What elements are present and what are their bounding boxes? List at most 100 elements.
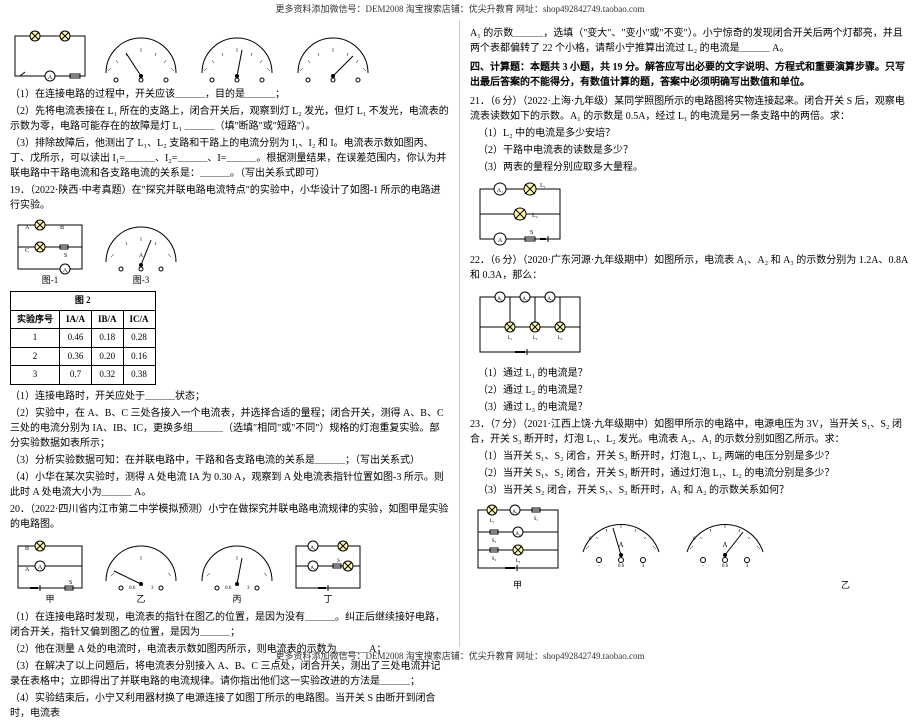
text-q23-1: （1）当开关 S₁、S₂ 闭合，开关 S₃ 断开时，灯泡 L₁、L₂ 两端的电压… xyxy=(470,449,910,464)
svg-text:A₁: A₁ xyxy=(497,297,503,302)
text-q20-3: （3）在解决了以上问题后，将电流表分别接入 A、B、C 三点处，闭合开关，测出了… xyxy=(10,659,449,689)
caption-q23-jia: 甲 xyxy=(470,579,565,593)
caption-yi: 乙 xyxy=(96,593,186,607)
svg-text:0.6: 0.6 xyxy=(722,564,729,567)
text-q21-3: （3）两表的量程分别应取多大量程。 xyxy=(470,160,910,175)
svg-text:A: A xyxy=(139,253,144,259)
svg-text:A: A xyxy=(25,225,30,231)
table-cell: 0.16 xyxy=(123,347,155,366)
ammeter-gauge-icon xyxy=(96,28,186,83)
svg-text:S₃: S₃ xyxy=(492,539,497,544)
caption-fig3: 图-3 xyxy=(96,274,186,288)
svg-text:A₁: A₁ xyxy=(497,188,503,194)
table-cell: 0.7 xyxy=(60,366,92,385)
svg-text:L₂: L₂ xyxy=(532,213,538,219)
text-q21-2: （2）干路中电流表的读数是多少？ xyxy=(470,143,910,158)
text-q2: （2）先将电流表接在 L₁ 所在的支路上，闭合开关后，观察到灯 L₂ 发光，但灯… xyxy=(10,104,449,134)
svg-text:B: B xyxy=(25,546,29,552)
q22-figure: A₁ A₂ A₃ L₁ L₂ L₃ xyxy=(470,287,910,362)
svg-text:S₁: S₁ xyxy=(534,517,539,522)
caption-bing: 丙 xyxy=(192,593,282,607)
svg-text:S: S xyxy=(530,230,533,236)
table-cell: 0.36 xyxy=(60,347,92,366)
ammeter-bing-icon: 0.63 xyxy=(192,536,282,591)
table-cell: 0.32 xyxy=(92,366,124,385)
circuit-q21-icon: A₁ L₁ L₂ A S xyxy=(470,179,570,249)
svg-text:L₂: L₂ xyxy=(516,559,521,564)
text-q19-4: （4）小华在某次实验时，测得 A 处电流 IA 为 0.30 A，观察到 A 处… xyxy=(10,470,449,500)
svg-text:3: 3 xyxy=(151,586,154,591)
svg-text:A: A xyxy=(48,75,53,81)
table-header: IC/A xyxy=(123,310,155,329)
svg-text:3: 3 xyxy=(746,564,749,567)
svg-text:S: S xyxy=(69,580,72,586)
svg-text:A: A xyxy=(722,541,727,549)
table-cell: 0.28 xyxy=(123,329,155,348)
table-header: IB/A xyxy=(92,310,124,329)
circuit-icon: A xyxy=(10,28,90,83)
table-cell: 3 xyxy=(11,366,60,385)
q21-figure: A₁ L₁ L₂ A S xyxy=(470,179,910,249)
text-q19-2: （2）实验中，在 A、B、C 三处各接入一个电流表，并选择合适的量程；闭合开关，… xyxy=(10,406,449,451)
text-q22-2: （2）通过 L₂ 的电流是？ xyxy=(470,383,910,398)
text-q22-1: （1）通过 L₁ 的电流是？ xyxy=(470,366,910,381)
svg-text:L₂: L₂ xyxy=(533,336,538,341)
svg-text:0.6: 0.6 xyxy=(618,564,625,567)
text-q1: （1）在连接电路的过程中，开关应该＿＿＿，目的是＿＿＿； xyxy=(10,87,449,102)
ammeter-q23-1-icon: -0.63A0 xyxy=(571,502,671,567)
q23-figures: L₁A₁S₁S₃A₂S₂L₂ 甲 -0.63A0 -0.63A0 乙 xyxy=(470,502,910,593)
text-q23-2: （2）当开关 S₁、S₂ 闭合，开关 S₃ 断开时，通过灯泡 L₁、L₂ 的电流… xyxy=(470,466,910,481)
table-cell: 0.20 xyxy=(92,347,124,366)
ammeter-fig3-icon: A xyxy=(96,217,186,272)
caption-q23-yi: 乙 xyxy=(781,579,910,593)
svg-text:A: A xyxy=(63,268,68,274)
text-q21: 21．（6 分）（2022·上海·九年级）某同学照图所示的电路图将实物连接起来。… xyxy=(470,94,910,124)
q19-figures: ABCSA 图-1 A 图-3 xyxy=(10,217,449,288)
svg-text:A₁: A₁ xyxy=(512,510,518,515)
ammeter-q23-2-icon: -0.63A0 xyxy=(675,502,775,567)
table-cell: 2 xyxy=(11,347,60,366)
svg-text:L₁: L₁ xyxy=(540,183,546,189)
text-q20-1: （1）在连接电路时发现，电流表的指针在图乙的位置，是因为没有＿＿＿。纠正后继续接… xyxy=(10,610,449,640)
svg-text:A₂: A₂ xyxy=(310,566,316,571)
circuit-jia-icon: A B A S xyxy=(10,536,90,591)
svg-text:S: S xyxy=(64,253,67,259)
svg-text:0.6: 0.6 xyxy=(129,586,136,591)
svg-text:B: B xyxy=(60,225,64,231)
svg-text:A: A xyxy=(38,565,43,571)
q20-figures: ABAS 甲 0.63 乙 0.63 丙 A₁A₂S 丁 xyxy=(10,536,449,607)
circuit-ding-icon: A₁A₂S xyxy=(288,536,368,591)
text-q19-1: （1）连接电路时，开关应处于＿＿＿状态； xyxy=(10,389,449,404)
circuit-q22-icon: A₁ A₂ A₃ L₁ L₂ L₃ xyxy=(470,287,590,362)
page-header: 更多资料添加微信号：DEM2008 淘宝搜索店铺：优尖升教育 网址：shop49… xyxy=(0,0,920,20)
text-q23: 23．（7 分）（2021·江西上饶·九年级期中）如图甲所示的电路中，电源电压为… xyxy=(470,417,910,447)
svg-text:A₃: A₃ xyxy=(547,297,553,302)
section-4-title: 四、计算题：本题共 3 小题，共 19 分。解答应写出必要的文字说明、方程式和重… xyxy=(470,60,910,90)
svg-text:L₁: L₁ xyxy=(508,336,513,341)
left-column: A （1）在连接电路的过程中，开关应该＿＿＿，目的是＿＿＿； （2）先将电流表接… xyxy=(0,20,460,647)
table-cell: 0.18 xyxy=(92,329,124,348)
svg-text:A: A xyxy=(25,567,30,573)
text-q20: 20．（2022·四川省内江市第二中学模拟预测）小宁在做探究并联电路电流规律的实… xyxy=(10,502,449,532)
table-cell: 0.46 xyxy=(60,329,92,348)
svg-text:A₂: A₂ xyxy=(515,532,521,537)
svg-text:-: - xyxy=(702,564,704,567)
table-caption: 图 2 xyxy=(11,292,156,311)
text-q20-4: （4）实验结束后，小宁又利用器材换了电源连接了如图丁所示的电路图。当开关 S 由… xyxy=(10,691,449,721)
text-q23-3: （3）当开关 S₂ 闭合，开关 S₁、S₃ 断开时，A₁ 和 A₂ 的示数关系如… xyxy=(470,483,910,498)
table-header: IA/A xyxy=(60,310,92,329)
svg-text:A: A xyxy=(498,238,503,244)
ammeter-yi-icon: 0.63 xyxy=(96,536,186,591)
table-header: 实验序号 xyxy=(11,310,60,329)
data-table: 图 2 实验序号 IA/A IB/A IC/A 1 0.46 0.18 0.28… xyxy=(10,291,156,385)
svg-text:L₁: L₁ xyxy=(490,519,495,524)
svg-text:3: 3 xyxy=(642,564,645,567)
svg-text:S: S xyxy=(337,559,340,564)
svg-text:L₃: L₃ xyxy=(558,336,563,341)
svg-text:C: C xyxy=(25,248,29,254)
svg-text:A₂: A₂ xyxy=(522,297,528,302)
ammeter-gauge-icon xyxy=(192,28,282,83)
circuit-q23-jia-icon: L₁ A₁ S₁ S₃ A₂ S₂ L₂ xyxy=(470,502,565,577)
svg-text:S₂: S₂ xyxy=(492,557,497,562)
text-top1: A₁ 的示数＿＿＿，选填（"变大"、"变小"或"不变"）。小宁惊奇的发现闭合开关… xyxy=(470,26,910,56)
